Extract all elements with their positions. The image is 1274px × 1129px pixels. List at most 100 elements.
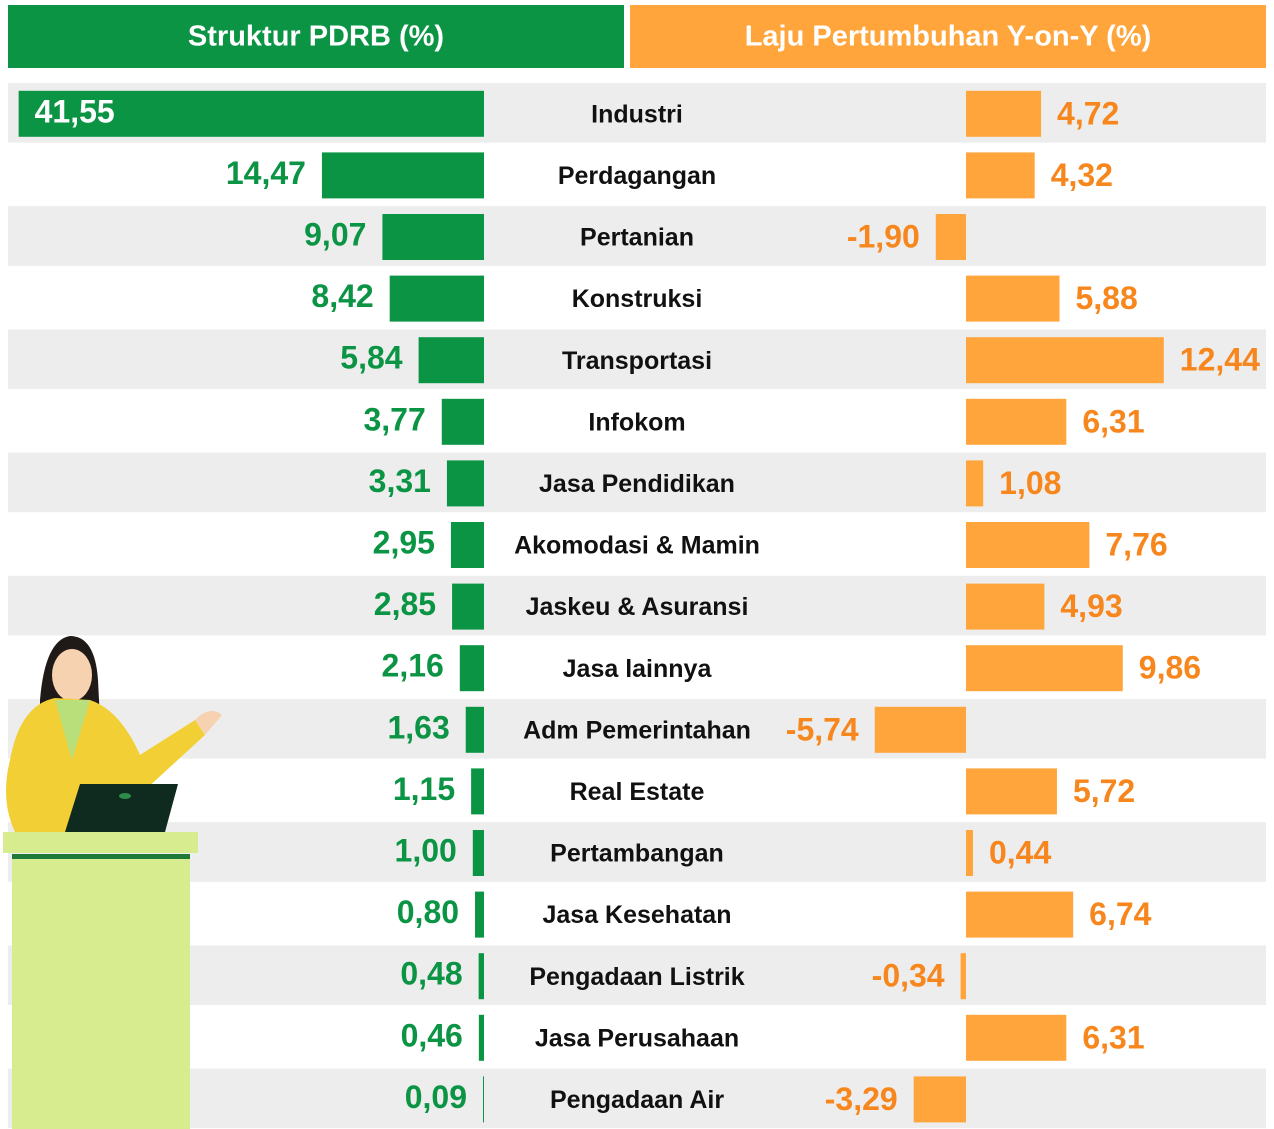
value-label: 2,95: [373, 524, 435, 560]
bar: [459, 645, 484, 692]
category-label: Pengadaan Listrik: [529, 963, 744, 991]
category-label: Jasa Perusahaan: [535, 1024, 739, 1052]
bar: [321, 152, 484, 199]
bar: [874, 706, 966, 753]
bar: [482, 1076, 484, 1123]
bar: [966, 645, 1123, 692]
bar: [478, 1014, 484, 1061]
row-backgrounds: [8, 83, 1266, 1129]
value-label: 0,80: [397, 894, 459, 930]
value-label: 0,09: [405, 1079, 467, 1115]
category-label: Pertambangan: [550, 840, 724, 868]
value-label: 1,00: [395, 832, 457, 868]
value-label: 8,42: [311, 278, 373, 314]
value-label: 6,31: [1082, 1019, 1144, 1055]
bar: [382, 214, 484, 260]
value-label: 6,31: [1082, 403, 1144, 439]
bar: [966, 90, 1042, 137]
value-label: 5,84: [340, 340, 402, 376]
value-label: 2,16: [382, 648, 444, 684]
category-label: Akomodasi & Mamin: [514, 532, 760, 560]
bar: [966, 891, 1074, 938]
value-label: 4,72: [1057, 95, 1119, 131]
value-label: -3,29: [825, 1081, 898, 1117]
bar: [450, 522, 484, 568]
bar: [471, 768, 484, 815]
right-header: [630, 5, 1266, 68]
value-label: 9,07: [304, 216, 366, 252]
bar: [18, 90, 484, 137]
bar: [966, 275, 1060, 322]
bar: [465, 706, 484, 753]
value-label: 7,76: [1105, 526, 1167, 562]
category-label: Konstruksi: [572, 285, 703, 313]
category-label: Pertanian: [580, 224, 694, 252]
row-band: [8, 1068, 1266, 1129]
bar: [966, 522, 1090, 568]
presenter-illustration: [3, 636, 222, 1129]
bar: [966, 583, 1045, 630]
right-title: Laju Pertumbuhan Y-on-Y (%): [745, 21, 1152, 53]
bar: [452, 583, 484, 630]
bar: [966, 830, 973, 876]
bar: [935, 214, 966, 260]
category-label: Real Estate: [570, 778, 705, 806]
row-band: [8, 945, 1266, 1005]
value-label: 14,47: [226, 155, 306, 191]
category-label: Adm Pemerintahan: [523, 716, 751, 744]
category-label: Industri: [591, 100, 683, 128]
value-label: 0,44: [989, 834, 1051, 870]
row-band: [8, 452, 1266, 513]
value-label: 0,48: [400, 956, 462, 992]
row-band: [8, 206, 1266, 266]
bar: [966, 1014, 1067, 1061]
row-band: [8, 822, 1266, 882]
value-label: 41,55: [35, 93, 115, 129]
value-label: -5,74: [786, 711, 859, 747]
category-label: Perdagangan: [558, 162, 716, 190]
category-label: Pengadaan Air: [550, 1086, 724, 1114]
value-label: 1,08: [999, 465, 1061, 501]
value-label: 3,31: [369, 463, 431, 499]
row-band: [8, 699, 1266, 759]
bar: [478, 953, 484, 1000]
value-label: 12,44: [1180, 342, 1260, 378]
bar: [966, 460, 984, 507]
category-label: Jasa Pendidikan: [539, 470, 735, 498]
value-label: 4,32: [1051, 157, 1113, 193]
category-label: Jasa lainnya: [563, 655, 713, 683]
value-label: 9,86: [1139, 650, 1201, 686]
value-label: 5,72: [1073, 773, 1135, 809]
bar: [389, 275, 484, 322]
bar: [913, 1076, 966, 1123]
bar: [966, 768, 1057, 815]
category-label: Jasa Kesehatan: [542, 901, 731, 929]
category-label: Transportasi: [562, 347, 712, 375]
bar: [966, 337, 1164, 384]
bar: [960, 953, 966, 1000]
row-band: [8, 575, 1266, 636]
bar: [418, 337, 484, 384]
bar: [475, 891, 484, 938]
value-label: 1,15: [393, 771, 455, 807]
bar: [966, 398, 1067, 445]
value-label: 6,74: [1089, 896, 1151, 932]
value-label: 0,46: [401, 1017, 463, 1053]
bar: [472, 830, 484, 876]
category-label: Infokom: [588, 408, 685, 436]
marks: Industri 41,55 4,72 Perdagangan 14,47 4,32 Per…: [18, 90, 1260, 1123]
bar: [441, 398, 484, 445]
value-label: 2,85: [374, 586, 436, 622]
category-label: Jaskeu & Asuransi: [526, 593, 749, 621]
value-label: 1,63: [387, 709, 449, 745]
bar: [446, 460, 484, 507]
value-label: 5,88: [1075, 280, 1137, 316]
value-label: -0,34: [872, 958, 945, 994]
left-header: [8, 5, 624, 68]
left-title: Struktur PDRB (%): [188, 21, 444, 53]
value-label: 4,93: [1060, 588, 1122, 624]
value-label: 3,77: [363, 401, 425, 437]
value-label: -1,90: [847, 218, 920, 254]
bar: [966, 152, 1035, 199]
